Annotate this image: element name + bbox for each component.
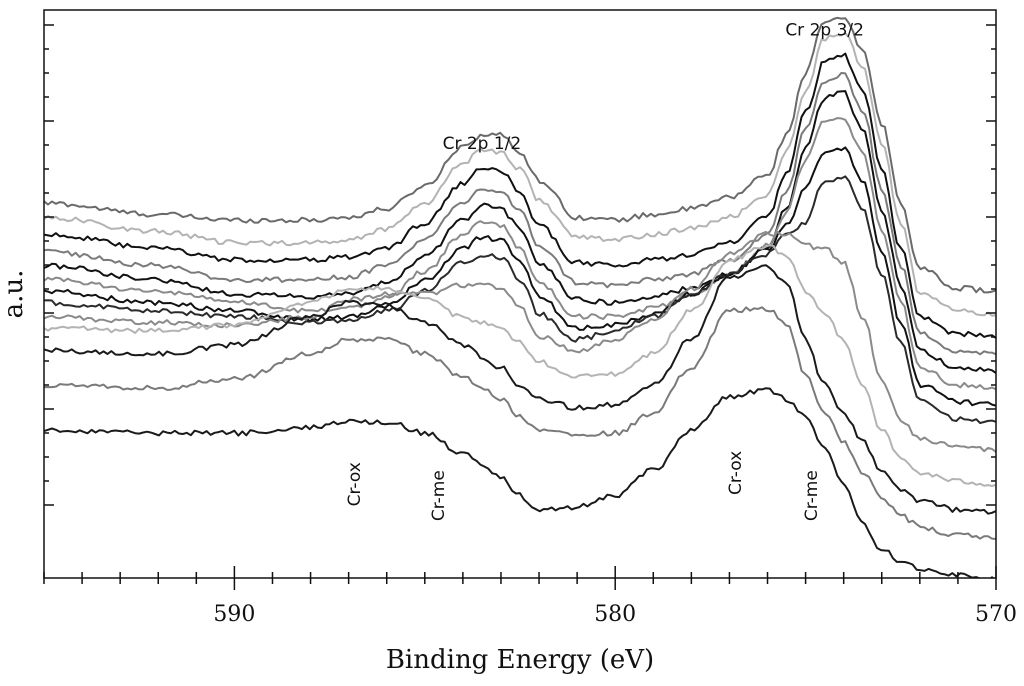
spectrum-line-3 bbox=[44, 52, 996, 339]
peak-annotation: Cr-ox bbox=[726, 451, 746, 495]
peak-annotation: Cr 2p 3/2 bbox=[785, 21, 864, 41]
spectrum-line-4 bbox=[44, 72, 996, 356]
x-tick-label: 570 bbox=[975, 602, 1017, 627]
spectrum-line-10 bbox=[44, 244, 996, 487]
spectrum-line-7 bbox=[44, 146, 996, 407]
peak-annotations: Cr 2p 3/2 Cr 2p 1/2 Cr-ox Cr-me Cr-ox Cr-me bbox=[345, 21, 864, 522]
series-layer bbox=[44, 16, 996, 578]
x-tick-label: 590 bbox=[213, 602, 255, 627]
spectrum-line-2 bbox=[44, 32, 996, 317]
peak-annotation: Cr-me bbox=[429, 470, 449, 521]
x-axis-ticks bbox=[43, 566, 997, 590]
y-axis-title: a.u. bbox=[0, 270, 29, 319]
peak-annotation: Cr-me bbox=[802, 470, 822, 521]
plot-frame bbox=[43, 9, 997, 579]
peak-annotation: Cr-ox bbox=[345, 462, 365, 506]
x-axis-title: Binding Energy (eV) bbox=[386, 645, 654, 675]
spectrum-line-5 bbox=[44, 90, 996, 374]
peak-annotation: Cr 2p 1/2 bbox=[443, 134, 522, 154]
spectrum-line-6 bbox=[44, 117, 996, 391]
spectrum-line-8 bbox=[44, 175, 996, 424]
spectrum-line-11 bbox=[44, 264, 996, 515]
spectrum-line-13 bbox=[44, 387, 995, 578]
y-axis-ticks bbox=[44, 24, 996, 506]
spectrum-line-1 bbox=[44, 16, 996, 294]
x-tick-labels: 590 580 570 bbox=[213, 602, 1017, 627]
spectrum-line-12 bbox=[44, 306, 996, 540]
x-tick-label: 580 bbox=[594, 602, 636, 627]
